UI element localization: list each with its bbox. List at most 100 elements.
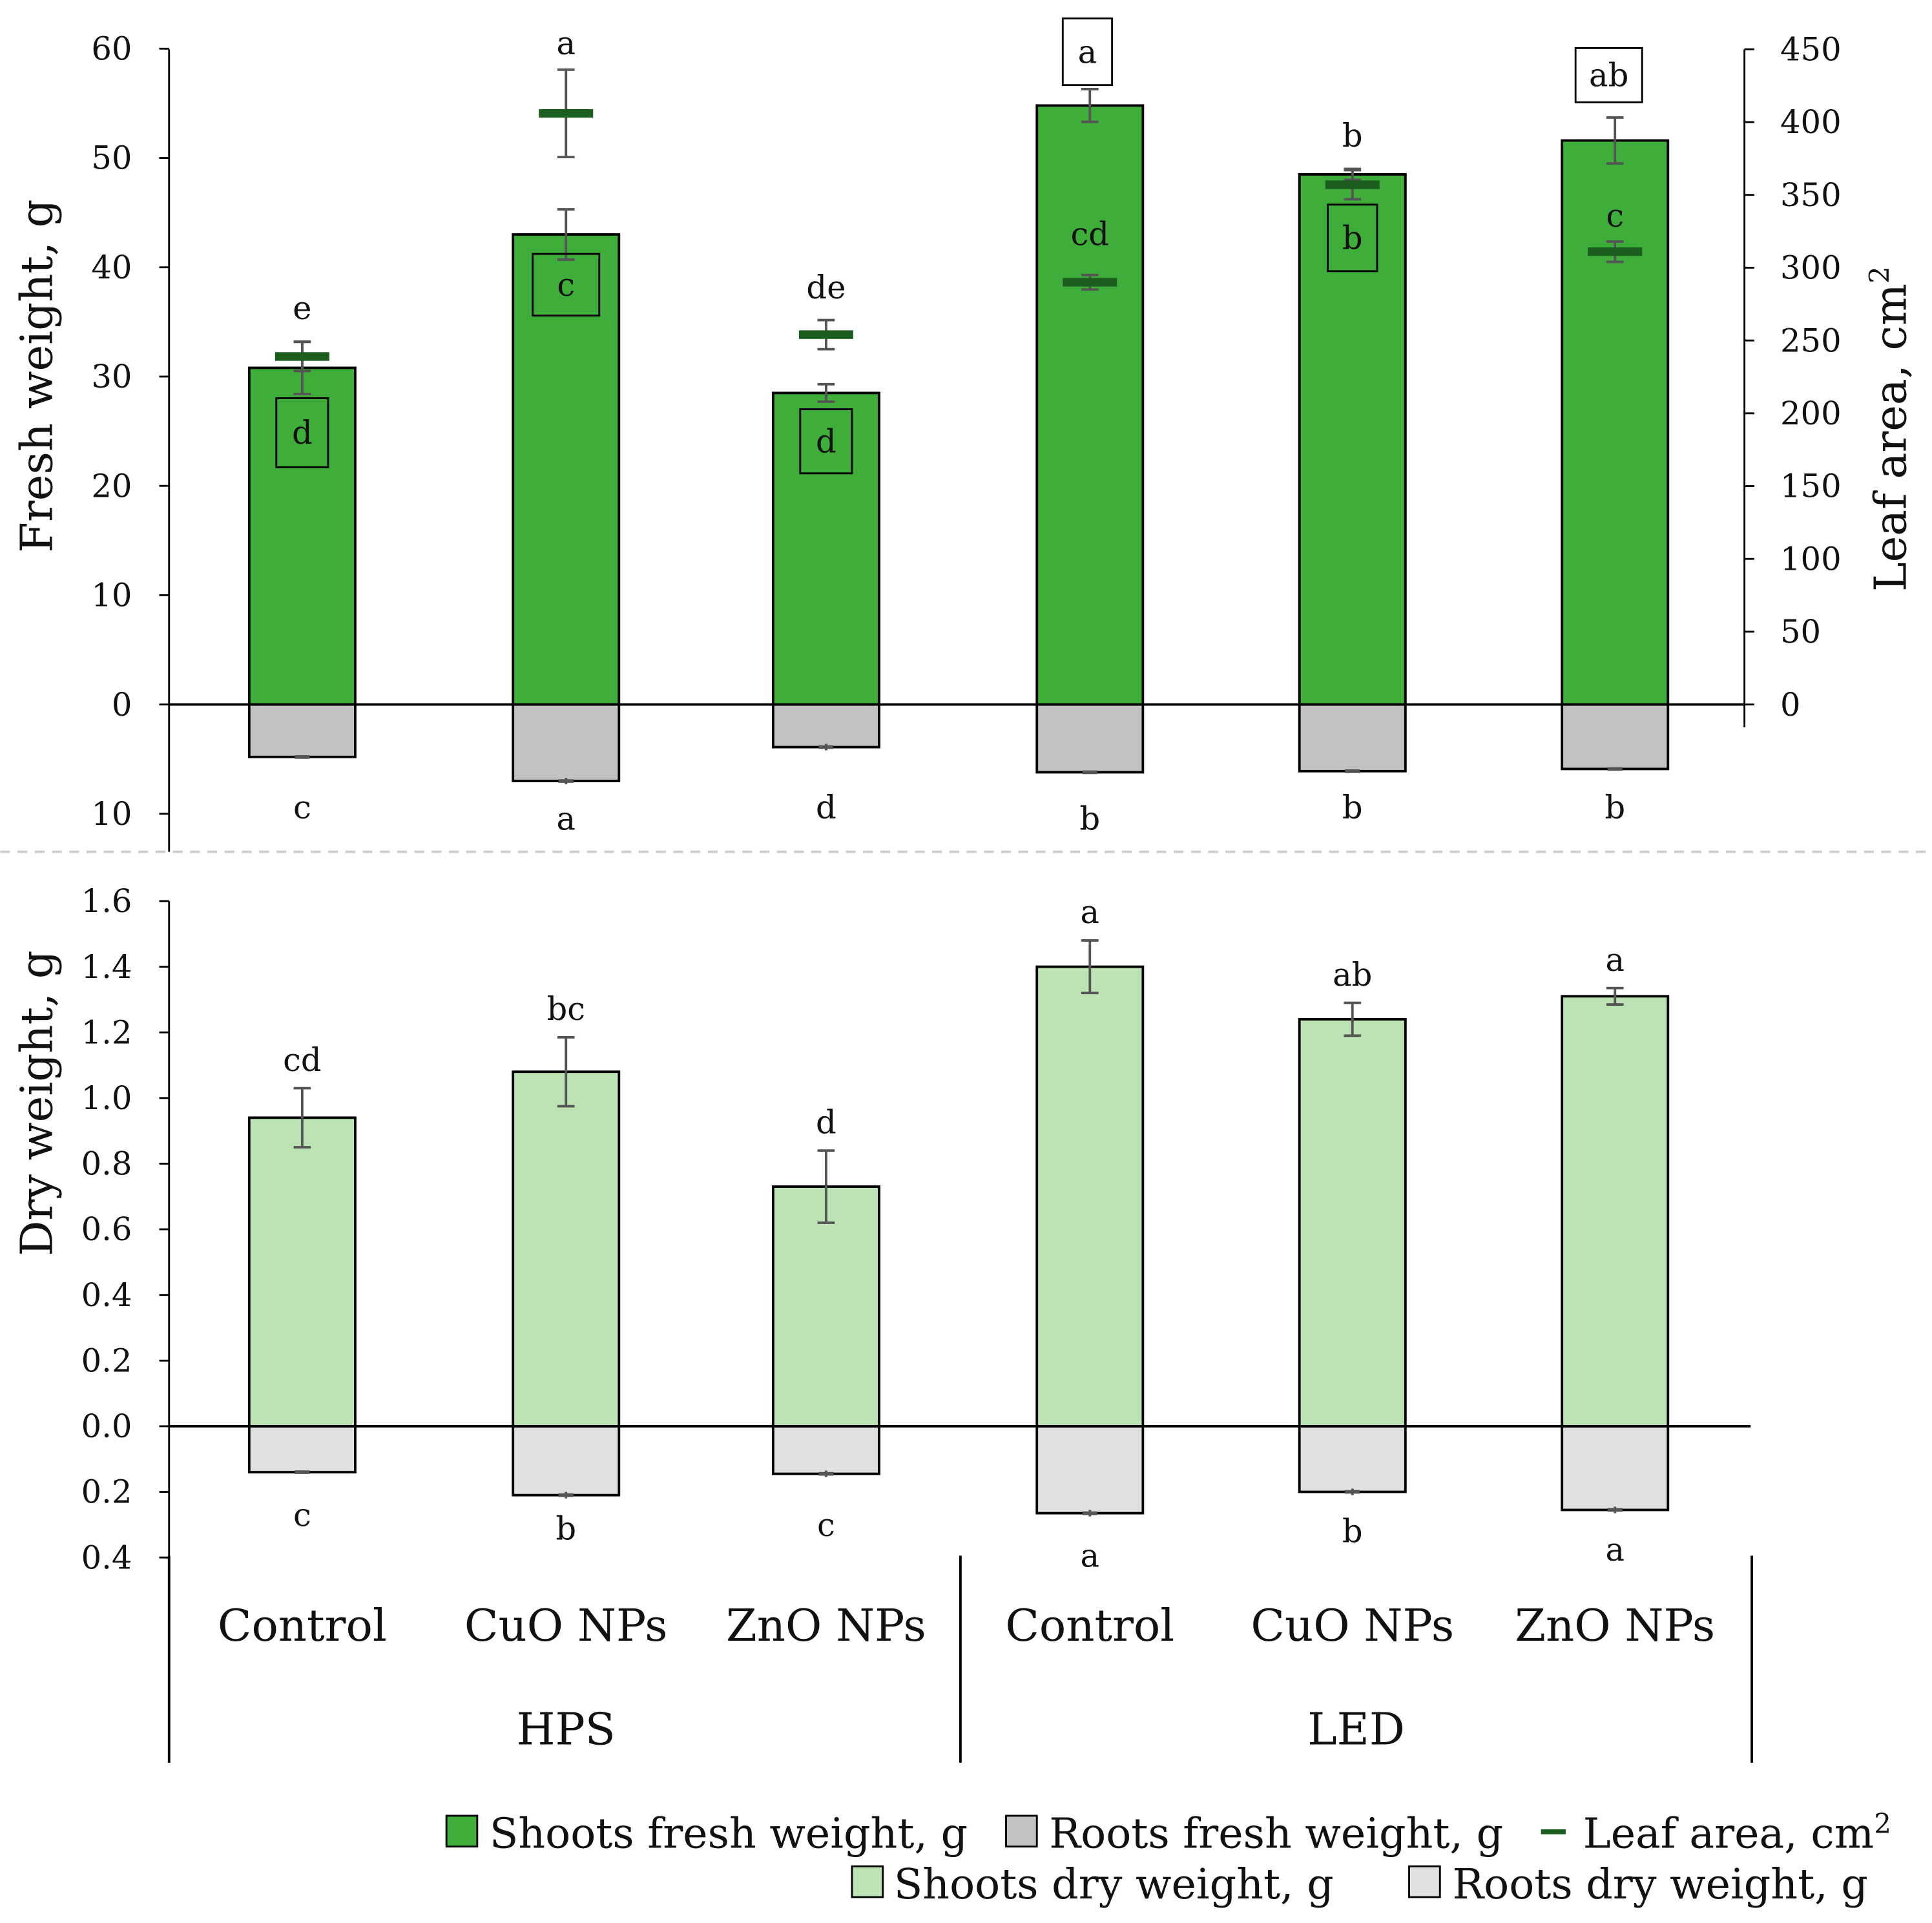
shoot-fresh-letter: c: [557, 266, 575, 304]
shoot-fresh-letter: d: [816, 422, 836, 460]
leaf-area-letter: e: [293, 289, 311, 327]
legend: Shoots fresh weight, g Roots fresh weight…: [445, 1808, 1891, 1909]
shoot-fresh-letter: d: [292, 414, 313, 452]
category-label: ZnO NPs: [726, 1600, 926, 1652]
y2-axis-title-superscript: 2: [1864, 266, 1895, 284]
shoot-dry-bar: [1561, 995, 1670, 1428]
root-fresh-letter: b: [1079, 800, 1100, 837]
y2-tick-label: 450: [1780, 31, 1842, 68]
shoot-dry-letter: ab: [1333, 956, 1372, 993]
legend-label-text: Roots fresh weight, g: [1049, 1810, 1503, 1858]
legend-swatch: [1408, 1865, 1441, 1898]
category-label: CuO NPs: [464, 1600, 668, 1652]
root-dry-bar: [1561, 1425, 1670, 1512]
category-label: Control: [218, 1600, 387, 1652]
root-fresh-letter: b: [1342, 789, 1363, 826]
y2-tick-label: 50: [1780, 613, 1821, 650]
shoot-fresh-letter-box: [532, 253, 601, 317]
shoot-fresh-letter-box: [1574, 47, 1643, 103]
root-fresh-letter: d: [816, 789, 836, 826]
shoot-fresh-letter-box: [1061, 17, 1114, 87]
shoot-fresh-letter: ab: [1589, 57, 1628, 94]
root-dry-bar: [1035, 1425, 1145, 1515]
leaf-area-letter: c: [1606, 197, 1624, 234]
y-tick-label: 40: [91, 249, 132, 286]
leaf-area-letter: a: [556, 25, 576, 62]
root-dry-letter: b: [1342, 1512, 1363, 1550]
y-axis-title: Fresh weight, g: [11, 199, 63, 552]
category-label: Control: [1005, 1600, 1174, 1652]
y-tick-label: 0.4: [81, 1276, 132, 1314]
legend-swatch: [1005, 1814, 1038, 1848]
root-fresh-bar: [1298, 703, 1407, 773]
root-fresh-bar: [1561, 703, 1670, 771]
group-label: HPS: [517, 1703, 616, 1755]
y-tick-label: 0.2: [81, 1473, 132, 1511]
legend-swatch: [445, 1814, 479, 1848]
y-tick-label: 1.2: [81, 1013, 132, 1051]
legend-label-text: Shoots fresh weight, g: [490, 1810, 968, 1858]
legend-label: Shoots dry weight, g: [894, 1860, 1334, 1909]
legend-label: Roots dry weight, g: [1452, 1860, 1868, 1909]
shoot-fresh-letter-box: [799, 408, 853, 475]
shoot-fresh-bar: [512, 233, 621, 706]
shoot-dry-bar: [247, 1116, 357, 1428]
legend-label: Shoots fresh weight, g: [490, 1810, 968, 1858]
group-label: LED: [1307, 1703, 1405, 1755]
root-dry-bar: [771, 1425, 880, 1475]
legend-label: Leaf area, cm2: [1583, 1808, 1891, 1858]
category-label: ZnO NPs: [1515, 1600, 1715, 1652]
legend-swatch: [851, 1865, 884, 1898]
shoot-fresh-letter-box: [1327, 203, 1378, 273]
shoot-fresh-bar: [1298, 173, 1407, 706]
root-fresh-bar: [1035, 703, 1145, 774]
leaf-area-letter: b: [1342, 117, 1363, 154]
root-fresh-bar: [512, 703, 621, 782]
y-tick-label: 0.4: [81, 1539, 132, 1576]
root-dry-letter: c: [293, 1497, 311, 1534]
y2-axis-title: Leaf area, cm2: [1864, 266, 1917, 592]
shoot-dry-letter: cd: [283, 1041, 322, 1079]
y-tick-label: 50: [91, 140, 132, 177]
category-axis: Control CuO NPs ZnO NPs Control CuO NPs ZnO N…: [167, 1555, 1753, 1763]
root-dry-bar: [512, 1425, 621, 1497]
root-dry-bar: [247, 1425, 357, 1473]
legend-label-superscript: 2: [1874, 1808, 1891, 1840]
root-dry-letter: b: [556, 1510, 576, 1548]
shoot-dry-bar: [1035, 965, 1145, 1428]
leaf-area-letter: cd: [1071, 216, 1110, 253]
y2-axis-title-text: Leaf area, cm: [1865, 284, 1917, 592]
y2-tick-label: 350: [1780, 176, 1842, 214]
y2-tick-label: 150: [1780, 468, 1842, 505]
shoot-fresh-bar: [771, 391, 880, 706]
shoot-dry-letter: a: [1080, 893, 1099, 931]
y-axis-title: Dry weight, g: [11, 950, 63, 1256]
shoot-dry-bar: [771, 1185, 880, 1428]
shoot-dry-letter: a: [1605, 941, 1625, 979]
y-tick-label: 0.2: [81, 1342, 132, 1379]
y-tick-label: 1.6: [81, 882, 132, 920]
root-fresh-bar: [247, 703, 357, 758]
root-fresh-letter: c: [293, 789, 311, 826]
y-tick-label: 10: [91, 577, 132, 614]
category-label: CuO NPs: [1251, 1600, 1454, 1652]
root-dry-letter: a: [1080, 1537, 1099, 1574]
shoot-fresh-letter: b: [1342, 219, 1363, 256]
y2-tick-label: 0: [1780, 686, 1801, 723]
shoot-fresh-bar: [1035, 104, 1145, 706]
leaf-area-letter: de: [806, 269, 846, 306]
shoot-dry-letter: bc: [546, 990, 585, 1028]
y2-tick-label: 200: [1780, 395, 1842, 432]
shoot-dry-bar: [512, 1070, 621, 1428]
root-fresh-letter: b: [1605, 789, 1625, 826]
y-tick-label: 1.4: [81, 948, 132, 986]
y-tick-label: 0.8: [81, 1145, 132, 1183]
root-dry-bar: [1298, 1425, 1407, 1493]
shoot-fresh-letter: a: [1078, 33, 1097, 70]
root-dry-letter: a: [1605, 1531, 1625, 1568]
y-tick-label: 60: [91, 30, 132, 68]
dry-weight-chart: 1.6 1.4 1.2 1.0 0.8 0.6 0.4 0.2 0.0 0.2 0.4 Dry wei…: [11, 882, 1751, 1576]
shoot-dry-letter: d: [816, 1103, 836, 1141]
